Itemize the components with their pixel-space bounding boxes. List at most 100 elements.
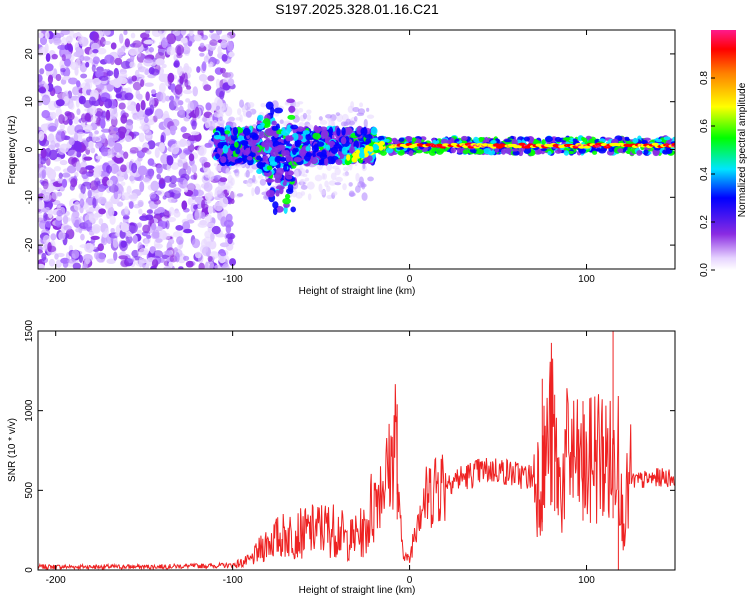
heatmap-noise-cell bbox=[219, 177, 228, 183]
heatmap-signal-cell bbox=[592, 150, 598, 155]
heatmap-signal-cell bbox=[473, 136, 479, 143]
heatmap-noise-cell bbox=[163, 210, 171, 219]
heatmap-noise-cell bbox=[123, 173, 129, 180]
heatmap-noise-cell bbox=[203, 84, 212, 92]
heatmap-noise-cell bbox=[169, 95, 175, 101]
heatmap-noise-cell bbox=[184, 140, 191, 147]
heatmap-noise-cell bbox=[343, 166, 350, 172]
heatmap-noise-cell bbox=[111, 109, 118, 120]
heatmap-noise-cell bbox=[48, 149, 58, 161]
heatmap-noise-cell bbox=[64, 44, 70, 51]
heatmap-signal-cell bbox=[312, 132, 321, 140]
heatmap-signal-cell bbox=[270, 106, 275, 116]
heatmap-signal-cell bbox=[511, 148, 519, 152]
heatmap-noise-cell bbox=[131, 162, 138, 174]
spectrogram-y-tick-label: 10 bbox=[24, 96, 35, 108]
heatmap-noise-cell bbox=[166, 216, 177, 223]
heatmap-noise-cell bbox=[182, 179, 188, 188]
heatmap-noise-cell bbox=[128, 222, 138, 234]
heatmap-signal-cell bbox=[292, 147, 297, 156]
heatmap-noise-cell bbox=[129, 192, 138, 202]
heatmap-signal-cell bbox=[541, 139, 546, 146]
heatmap-noise-cell bbox=[170, 162, 179, 170]
heatmap-noise-cell bbox=[203, 161, 211, 169]
heatmap-noise-cell bbox=[61, 172, 71, 178]
heatmap-noise-cell bbox=[152, 230, 160, 239]
heatmap-noise-cell bbox=[125, 235, 133, 244]
heatmap-noise-cell bbox=[298, 122, 305, 128]
heatmap-noise-cell bbox=[63, 96, 69, 104]
heatmap-noise-cell bbox=[176, 52, 183, 59]
heatmap-signal-cell bbox=[355, 149, 360, 154]
heatmap-signal-cell bbox=[346, 127, 353, 135]
heatmap-noise-cell bbox=[366, 107, 370, 112]
heatmap-noise-cell bbox=[104, 98, 113, 109]
heatmap-noise-cell bbox=[227, 71, 234, 79]
heatmap-noise-cell bbox=[113, 251, 118, 261]
heatmap-noise-cell bbox=[219, 67, 226, 74]
heatmap-noise-cell bbox=[47, 100, 58, 111]
snr-y-tick-label: 0 bbox=[24, 567, 35, 573]
heatmap-noise-cell bbox=[98, 208, 106, 215]
heatmap-noise-cell bbox=[185, 260, 194, 268]
heatmap-signal-cell bbox=[217, 147, 222, 155]
heatmap-noise-cell bbox=[79, 48, 84, 55]
heatmap-noise-cell bbox=[164, 190, 174, 199]
heatmap-signal-cell bbox=[282, 181, 287, 187]
heatmap-signal-cell bbox=[302, 130, 310, 135]
heatmap-noise-cell bbox=[182, 89, 193, 95]
heatmap-noise-cell bbox=[136, 93, 143, 100]
heatmap-noise-cell bbox=[107, 206, 115, 217]
heatmap-signal-cell bbox=[380, 150, 387, 156]
heatmap-signal-cell bbox=[385, 147, 394, 154]
heatmap-noise-cell bbox=[144, 238, 149, 247]
heatmap-noise-cell bbox=[193, 34, 203, 42]
heatmap-noise-cell bbox=[82, 263, 87, 269]
heatmap-noise-cell bbox=[129, 61, 136, 68]
snr-x-tick-label: -200 bbox=[46, 575, 66, 586]
heatmap-noise-cell bbox=[146, 150, 152, 155]
heatmap-noise-cell bbox=[172, 30, 181, 36]
heatmap-noise-cell bbox=[104, 54, 114, 64]
heatmap-noise-cell bbox=[222, 102, 227, 111]
heatmap-noise-cell bbox=[159, 177, 165, 185]
heatmap-noise-cell bbox=[279, 119, 284, 124]
heatmap-signal-cell bbox=[484, 136, 489, 144]
heatmap-noise-cell bbox=[204, 261, 210, 269]
heatmap-noise-cell bbox=[97, 243, 104, 252]
heatmap-noise-cell bbox=[324, 180, 329, 188]
heatmap-noise-cell bbox=[82, 56, 91, 61]
heatmap-noise-cell bbox=[55, 259, 62, 268]
heatmap-noise-cell bbox=[89, 105, 98, 116]
heatmap-noise-cell bbox=[300, 184, 308, 190]
colorbar-gradient bbox=[711, 30, 736, 270]
heatmap-noise-cell bbox=[236, 193, 244, 197]
heatmap-noise-cell bbox=[199, 156, 208, 164]
heatmap-noise-cell bbox=[207, 205, 214, 214]
heatmap-signal-cell bbox=[265, 189, 275, 198]
heatmap-noise-cell bbox=[74, 66, 79, 76]
heatmap-signal-cell bbox=[220, 156, 227, 164]
heatmap-noise-cell bbox=[119, 186, 125, 195]
heatmap-noise-cell bbox=[251, 187, 255, 197]
heatmap-noise-cell bbox=[213, 174, 221, 181]
heatmap-signal-cell bbox=[359, 151, 365, 159]
heatmap-signal-cell bbox=[500, 148, 506, 155]
heatmap-noise-cell bbox=[145, 129, 152, 139]
snr-x-tick-label: 100 bbox=[578, 575, 595, 586]
heatmap-noise-cell bbox=[38, 220, 47, 230]
heatmap-noise-cell bbox=[293, 102, 301, 108]
heatmap-noise-cell bbox=[129, 175, 135, 182]
heatmap-noise-cell bbox=[47, 74, 54, 84]
heatmap-signal-cell bbox=[269, 161, 278, 167]
colorbar-label: Normalized spectral amplitude bbox=[737, 82, 748, 217]
heatmap-signal-cell bbox=[290, 206, 296, 213]
heatmap-noise-cell bbox=[83, 242, 94, 253]
heatmap-noise-cell bbox=[39, 68, 45, 75]
heatmap-signal-cell bbox=[272, 201, 279, 209]
heatmap-noise-cell bbox=[166, 46, 176, 56]
heatmap-noise-cell bbox=[188, 112, 196, 117]
heatmap-signal-cell bbox=[391, 137, 398, 143]
heatmap-noise-cell bbox=[154, 226, 163, 232]
